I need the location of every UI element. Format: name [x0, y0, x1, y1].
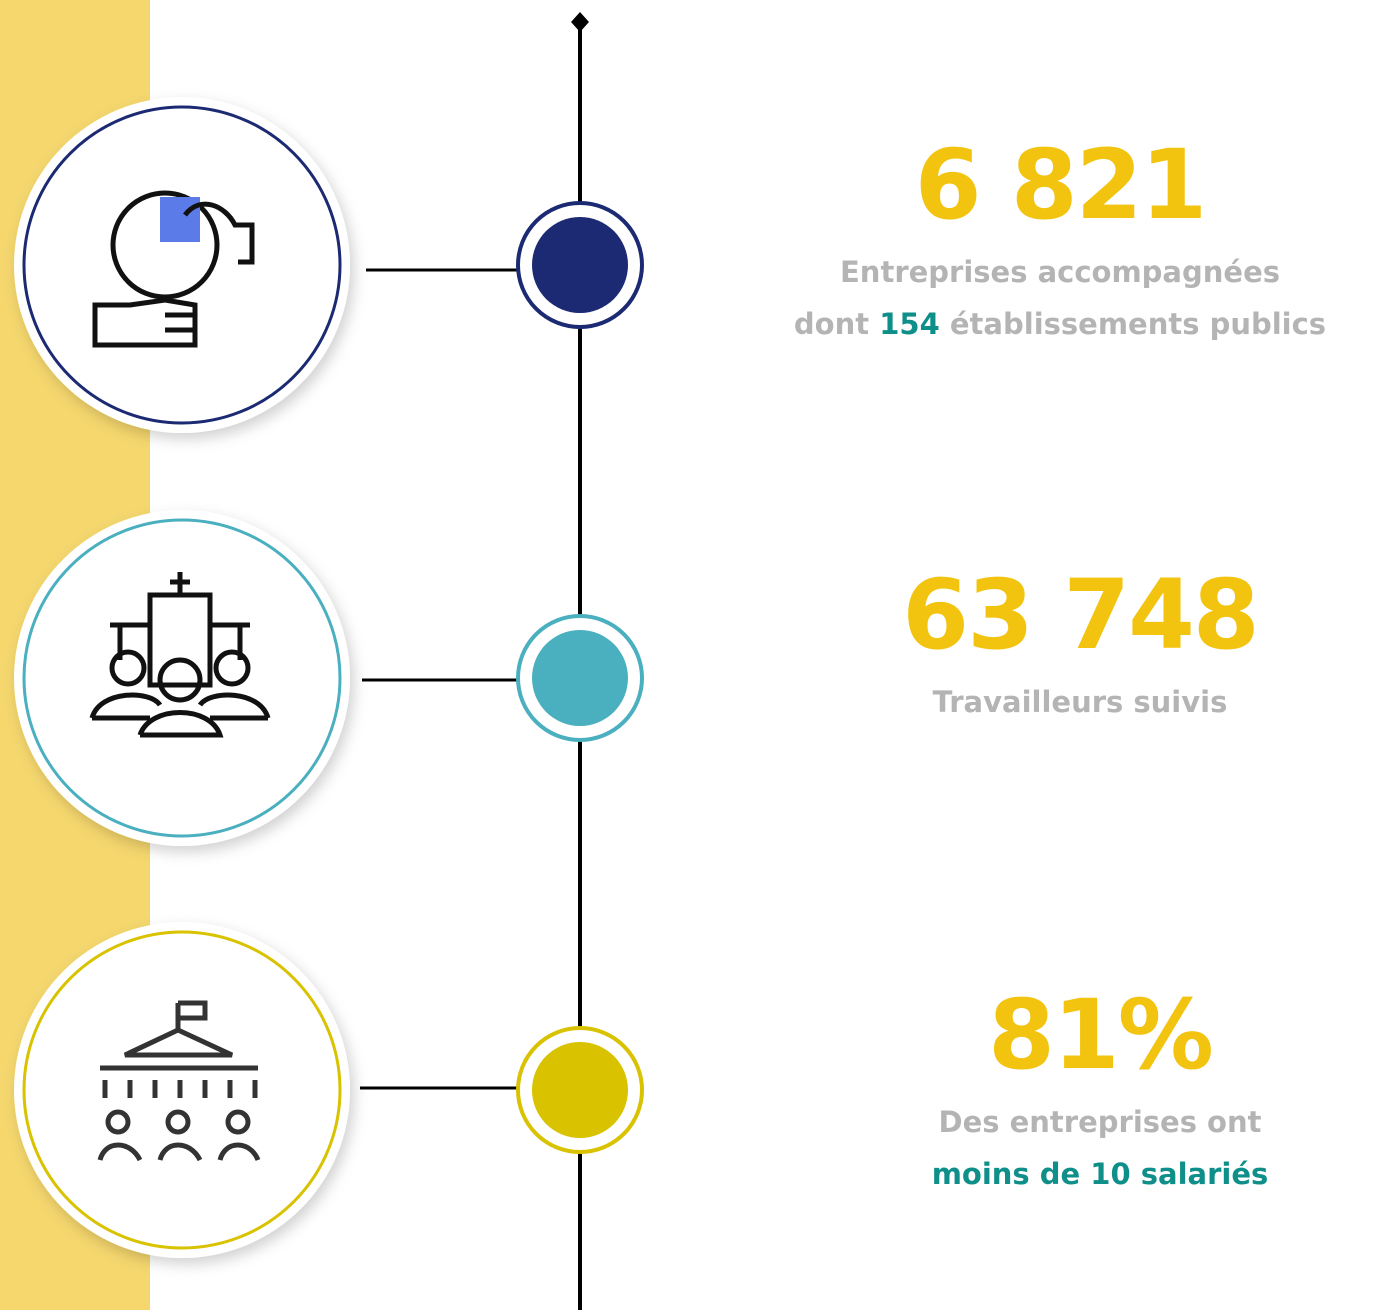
text: dont [793, 307, 870, 341]
text: établissements publics [949, 307, 1327, 341]
stat-value: 6 821 [914, 129, 1208, 241]
description: Travailleurs suivis [932, 685, 1228, 719]
icon-company-people [97, 1000, 261, 1162]
description: dont 154 établissements publics [710, 298, 1394, 350]
description: Entreprises accompagnées [840, 255, 1280, 289]
stat-block: 63 748 Travailleurs suivis [730, 560, 1394, 728]
timeline-dot [532, 630, 628, 726]
icon-ring [22, 105, 342, 425]
icon-ring [22, 518, 342, 838]
stat-value: 81% [988, 979, 1214, 1091]
timeline-tip [571, 12, 589, 32]
stat-value: 63 748 [902, 559, 1259, 671]
icon-hospital-people [89, 572, 271, 738]
icon-circle [14, 97, 350, 433]
item-1-graphics [14, 97, 644, 433]
item-3-graphics [14, 922, 644, 1258]
icon-ring [22, 930, 342, 1250]
item-2-graphics [14, 510, 644, 846]
icon-circle [14, 510, 350, 846]
stat-block: 6 821 Entreprises accompagnées dont 154 … [710, 130, 1394, 350]
highlight: 154 [879, 307, 940, 341]
timeline-dot [532, 1042, 628, 1138]
highlight: moins de 10 salariés [931, 1157, 1269, 1191]
stat-block: 81% Des entreprises ont moins de 10 sala… [750, 980, 1394, 1200]
description: Des entreprises ont [938, 1105, 1262, 1139]
icon-puzzle-hands [92, 190, 255, 348]
timeline-dot [532, 217, 628, 313]
